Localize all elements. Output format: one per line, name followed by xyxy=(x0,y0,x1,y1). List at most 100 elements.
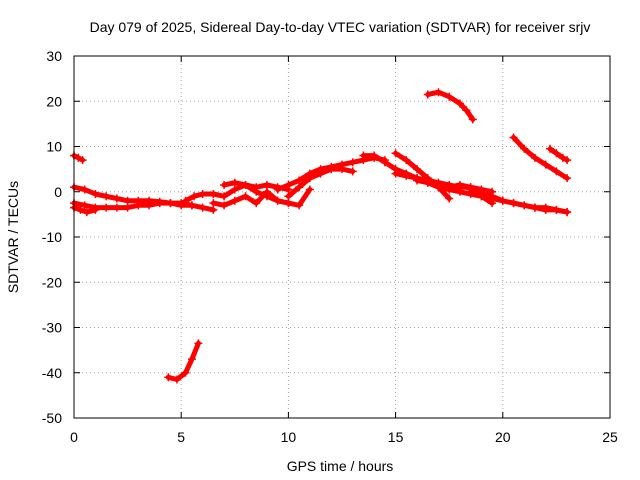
series-band xyxy=(210,187,313,208)
data-point xyxy=(455,99,464,108)
data-point xyxy=(172,375,181,384)
data-point xyxy=(530,153,539,162)
data-point xyxy=(563,156,572,165)
data-point xyxy=(262,180,271,189)
data-point xyxy=(402,171,411,180)
data-point xyxy=(74,153,83,162)
data-point xyxy=(230,185,239,194)
data-point xyxy=(455,180,464,189)
data-point xyxy=(80,201,89,210)
data-point xyxy=(198,190,207,199)
data-point xyxy=(316,169,325,178)
data-point xyxy=(462,106,471,115)
y-tick-label: 0 xyxy=(54,184,62,200)
data-point xyxy=(552,167,561,176)
data-point xyxy=(230,178,239,187)
data-point xyxy=(520,201,529,210)
y-axis-label: SDTVAR / TECUs xyxy=(5,181,21,293)
data-point xyxy=(541,205,550,214)
data-point xyxy=(370,151,379,160)
x-tick-label: 15 xyxy=(388,429,404,445)
data-point xyxy=(434,180,443,189)
data-point xyxy=(477,192,486,201)
data-point xyxy=(338,165,346,174)
grid xyxy=(74,56,610,418)
data-point xyxy=(563,208,572,217)
data-point xyxy=(164,373,173,382)
data-point xyxy=(112,194,121,203)
data-point xyxy=(198,203,207,212)
data-point xyxy=(187,355,196,364)
series-arc-1 xyxy=(70,151,87,165)
data-point xyxy=(82,208,91,217)
data-point xyxy=(466,185,475,194)
data-point xyxy=(552,205,561,214)
data-point xyxy=(402,156,411,165)
data-point xyxy=(520,144,529,153)
series-arc-3 xyxy=(70,199,196,212)
data-point xyxy=(76,205,85,214)
chart-title: Day 079 of 2025, Sidereal Day-to-day VTE… xyxy=(90,19,591,35)
data-point xyxy=(552,149,561,158)
data-point xyxy=(102,192,111,201)
data-point xyxy=(284,192,293,201)
data-point xyxy=(445,92,454,101)
data-point xyxy=(155,199,164,208)
series-arc-8 xyxy=(220,178,293,208)
data-point xyxy=(380,158,389,167)
x-axis-label: GPS time / hours xyxy=(287,458,394,474)
data-point xyxy=(498,196,507,205)
data-point xyxy=(284,180,293,189)
data-point xyxy=(530,203,539,212)
data-point xyxy=(468,115,477,124)
y-tick-label: 10 xyxy=(46,139,62,155)
data-point xyxy=(413,176,422,185)
x-tick-label: 25 xyxy=(602,429,618,445)
data-point xyxy=(295,183,304,192)
data-point xyxy=(423,90,432,99)
data-point xyxy=(220,192,229,201)
data-point xyxy=(563,174,572,183)
data-point xyxy=(80,185,89,194)
data-point xyxy=(102,203,111,212)
data-point xyxy=(145,201,154,210)
data-point xyxy=(509,199,518,208)
data-point xyxy=(177,201,186,210)
data-point xyxy=(209,190,218,199)
data-point xyxy=(348,167,357,176)
series-arc-10 xyxy=(284,165,357,201)
data-point xyxy=(273,196,282,205)
data-point xyxy=(445,183,454,192)
data-point xyxy=(134,201,143,210)
data-point xyxy=(423,178,432,187)
series-arc-15 xyxy=(466,185,497,208)
data-point xyxy=(558,153,567,162)
data-point xyxy=(220,180,229,189)
data-point xyxy=(209,205,218,214)
y-tick-label: -50 xyxy=(42,410,62,426)
data-point xyxy=(166,199,175,208)
data-point xyxy=(541,160,550,169)
data-point xyxy=(295,201,304,210)
data-point xyxy=(359,151,368,160)
y-tick-label: -30 xyxy=(42,320,62,336)
axis-ticks: 0 5 10 15 20 25 -50 -40 -30 -20 -10 0 10 20 30 xyxy=(42,48,618,445)
data-point xyxy=(305,185,314,194)
data-point xyxy=(91,205,100,214)
data-point xyxy=(434,88,443,97)
data-point xyxy=(413,165,422,174)
data-point xyxy=(348,158,357,167)
data-point xyxy=(241,192,250,201)
data-point xyxy=(509,133,518,142)
data-point xyxy=(194,339,203,348)
data-point xyxy=(78,156,87,165)
data-point xyxy=(181,368,190,377)
series-arc-17 xyxy=(509,133,572,183)
data-point xyxy=(455,187,464,196)
data-points xyxy=(70,88,572,384)
series-arc-19 xyxy=(509,199,572,217)
y-tick-label: 30 xyxy=(46,48,62,64)
data-point xyxy=(91,190,100,199)
